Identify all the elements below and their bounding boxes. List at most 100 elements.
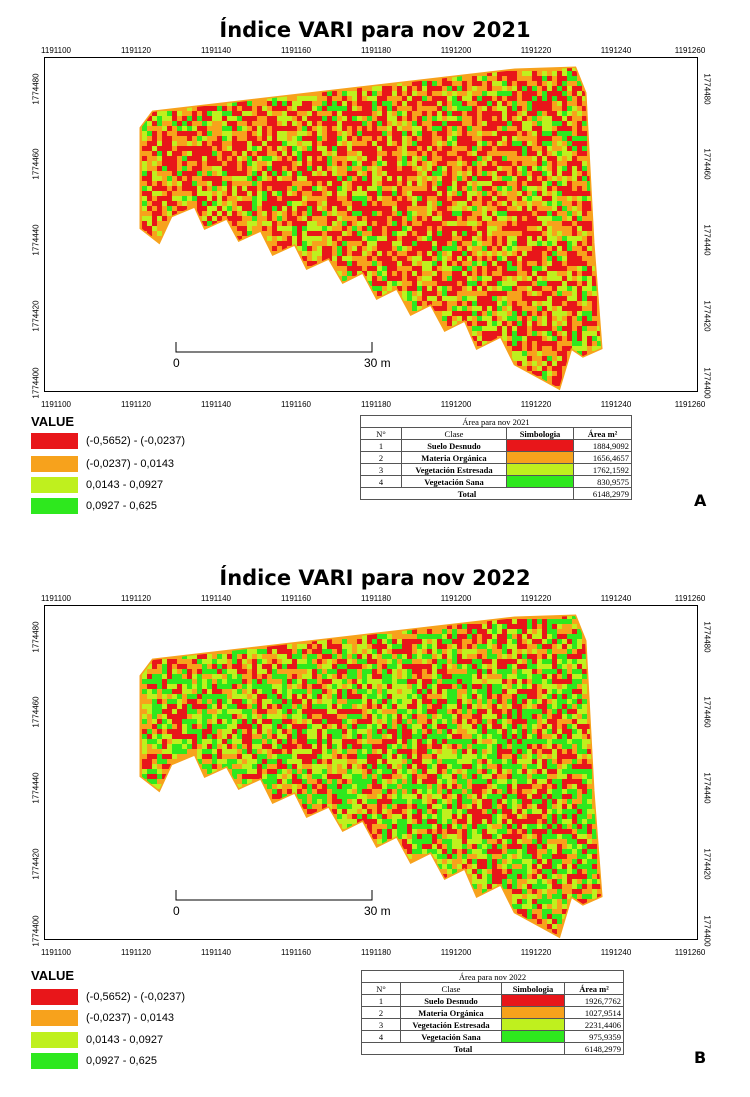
table-cell-symbol <box>501 1030 565 1043</box>
panel-letter: B <box>694 1048 707 1067</box>
table-cell-symbol <box>506 463 574 476</box>
table-row: 3 Vegetación Estresada 1762,1592 <box>360 463 632 476</box>
legend-swatch <box>31 1009 78 1026</box>
table-row: 1 Suelo Desnudo 1926,7762 <box>361 994 624 1007</box>
legend-label: (-0,5652) - (-0,0237) <box>86 434 186 447</box>
table-cell-area: 1027,9514 <box>564 1006 624 1019</box>
y-tick: 1774480 <box>702 621 712 653</box>
table-row: 2 Materia Orgánica 1656,4657 <box>360 451 632 464</box>
y-tick: 1774420 <box>31 300 41 332</box>
legend-swatch <box>31 476 78 493</box>
table-header: N° <box>361 982 401 995</box>
legend-label: 0,0143 - 0,0927 <box>86 1033 164 1046</box>
table-caption: Área para nov 2022 <box>361 970 624 983</box>
x-tick: 1191240 <box>600 400 632 409</box>
table-caption: Área para nov 2021 <box>360 415 632 428</box>
table-cell-area: 2231,4406 <box>564 1018 624 1031</box>
map-title: Índice VARI para nov 2022 <box>219 566 531 590</box>
table-header: Simbologia <box>501 982 565 995</box>
map-frame: 0 30 m <box>44 57 698 392</box>
y-tick: 1774420 <box>31 848 41 880</box>
y-tick: 1774460 <box>31 696 41 728</box>
panel-a: Índice VARI para nov 2021 0 30 m 1191100… <box>0 0 750 548</box>
table-cell-symbol <box>506 475 574 488</box>
table-cell-clase: Suelo Desnudo <box>400 994 502 1007</box>
vari-map <box>139 66 603 391</box>
table-cell-clase: Vegetación Estresada <box>400 1018 502 1031</box>
x-tick: 1191160 <box>281 46 311 55</box>
legend-swatch <box>31 1031 78 1048</box>
table-cell-area: 1656,4657 <box>573 451 632 464</box>
x-tick: 1191220 <box>520 948 552 957</box>
table-cell-n: 3 <box>360 463 402 476</box>
legend-item: 0,0927 - 0,625 <box>31 497 157 514</box>
x-tick: 1191160 <box>281 948 311 957</box>
x-tick: 1191180 <box>361 948 391 957</box>
table-cell-symbol <box>506 451 574 464</box>
y-tick: 1774480 <box>31 73 41 105</box>
y-tick: 1774440 <box>31 224 41 256</box>
table-row: 1 Suelo Desnudo 1884,9092 <box>360 439 632 452</box>
table-cell-n: 1 <box>361 994 401 1007</box>
vari-map <box>139 614 603 939</box>
legend-item: 0,0927 - 0,625 <box>31 1052 157 1069</box>
x-tick: 1191120 <box>121 948 151 957</box>
x-tick: 1191160 <box>281 594 311 603</box>
scale-end-label: 30 m <box>364 356 391 370</box>
y-tick: 1774480 <box>702 73 712 105</box>
table-total-label: Total <box>361 1042 565 1055</box>
x-tick: 1191240 <box>600 948 632 957</box>
table-row: 3 Vegetación Estresada 2231,4406 <box>361 1018 624 1031</box>
x-tick: 1191200 <box>440 948 472 957</box>
legend-item: 0,0143 - 0,0927 <box>31 1031 163 1048</box>
table-header: Área m² <box>573 427 632 440</box>
legend-item: (-0,5652) - (-0,0237) <box>31 988 185 1005</box>
x-tick: 1191140 <box>201 400 231 409</box>
x-tick: 1191120 <box>121 594 151 603</box>
table-cell-area: 1926,7762 <box>564 994 624 1007</box>
y-tick: 1774420 <box>702 848 712 880</box>
scale-end-label: 30 m <box>364 904 391 918</box>
y-tick: 1774460 <box>31 148 41 180</box>
table-cell-n: 2 <box>360 451 402 464</box>
table-cell-area: 830,9575 <box>573 475 632 488</box>
table-header: Clase <box>400 982 502 995</box>
legend-swatch <box>31 497 78 514</box>
table-cell-clase: Suelo Desnudo <box>401 439 507 452</box>
legend-item: (-0,5652) - (-0,0237) <box>31 432 185 449</box>
legend-label: (-0,0237) - 0,0143 <box>86 457 175 470</box>
table-total-value: 6148,2979 <box>564 1042 624 1055</box>
x-tick: 1191100 <box>41 948 71 957</box>
panel-letter: A <box>694 491 707 510</box>
x-tick: 1191120 <box>121 400 151 409</box>
y-tick: 1774440 <box>31 772 41 804</box>
legend-label: (-0,0237) - 0,0143 <box>86 1011 175 1024</box>
x-tick: 1191240 <box>600 594 632 603</box>
x-tick: 1191200 <box>440 46 472 55</box>
table-cell-area: 1762,1592 <box>573 463 632 476</box>
legend-label: 0,0143 - 0,0927 <box>86 478 164 491</box>
table-header: Simbologia <box>506 427 574 440</box>
y-tick: 1774400 <box>31 367 41 399</box>
legend-item: 0,0143 - 0,0927 <box>31 476 163 493</box>
table-cell-clase: Materia Orgánica <box>400 1006 502 1019</box>
table-total-row: Total 6148,2979 <box>361 1042 624 1055</box>
x-tick: 1191220 <box>520 594 552 603</box>
legend-title: VALUE <box>31 968 75 983</box>
vari-raster <box>142 616 601 934</box>
y-tick: 1774400 <box>702 915 712 947</box>
legend-swatch <box>31 455 78 472</box>
table-total-value: 6148,2979 <box>573 487 632 500</box>
legend-item: (-0,0237) - 0,0143 <box>31 1009 174 1026</box>
table-header: Clase <box>401 427 507 440</box>
table-cell-n: 1 <box>360 439 402 452</box>
table-cell-clase: Vegetación Estresada <box>401 463 507 476</box>
table-total-row: Total 6148,2979 <box>360 487 632 500</box>
x-tick: 1191220 <box>520 46 552 55</box>
y-tick: 1774420 <box>702 300 712 332</box>
table-cell-n: 2 <box>361 1006 401 1019</box>
scale-bar <box>175 342 373 353</box>
table-cell-area: 1884,9092 <box>573 439 632 452</box>
area-table: Área para nov 2022 N° Clase Simbologia Á… <box>361 970 624 1055</box>
legend-label: 0,0927 - 0,625 <box>86 1054 157 1067</box>
